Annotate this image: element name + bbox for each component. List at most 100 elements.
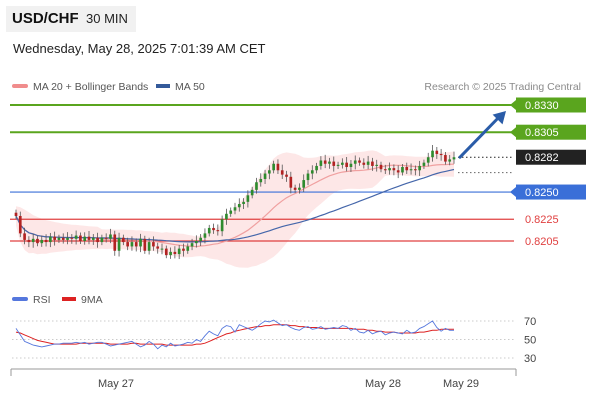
candle-body xyxy=(345,162,348,168)
current-price-box xyxy=(516,149,586,165)
candle-body xyxy=(40,239,44,244)
candle-body xyxy=(83,236,87,241)
candle-body xyxy=(276,163,280,171)
ma20-legend-label: MA 20 + Bollinger Bands xyxy=(33,81,148,93)
level-pointer-0.8250 xyxy=(510,187,516,198)
price-panel: 0.8330 0.8305 0.8282 0.8250 0.8225 0.8205 xyxy=(10,97,586,268)
candle-body xyxy=(134,242,138,247)
candle-body xyxy=(323,160,327,164)
candle-body xyxy=(263,173,267,179)
ma9-legend-swatch xyxy=(62,297,76,301)
candle-body xyxy=(405,167,409,171)
chart-header: USD/CHF 30 MIN xyxy=(0,0,590,38)
candle-body xyxy=(375,164,379,166)
candle-body xyxy=(117,237,121,251)
candle-body xyxy=(14,212,18,216)
candle-body xyxy=(139,238,142,247)
candle-body xyxy=(353,160,357,164)
candle-body xyxy=(388,168,391,171)
candle-body xyxy=(190,243,194,247)
candle-body xyxy=(203,233,207,238)
candle-body xyxy=(444,155,447,162)
candle-body xyxy=(225,213,228,220)
candle-body xyxy=(426,157,430,163)
candle-body xyxy=(66,237,69,240)
candle-body xyxy=(216,230,220,232)
candle-body xyxy=(195,241,198,244)
candle-body xyxy=(268,170,271,174)
candle-body xyxy=(91,237,95,240)
rsi-panel: 70 50 30 xyxy=(12,316,536,365)
candle-body xyxy=(448,159,452,162)
candle-body xyxy=(336,164,340,166)
candle-body xyxy=(207,227,211,234)
timeframe-badge[interactable]: 30 MIN xyxy=(78,6,136,32)
candle-body xyxy=(319,160,323,166)
candle-body xyxy=(439,153,443,156)
candle-body xyxy=(293,187,297,190)
candle-body xyxy=(147,242,151,251)
candle-body xyxy=(100,237,104,243)
candle-body xyxy=(220,219,224,232)
candle-body xyxy=(186,246,190,251)
level-pointer-0.8330 xyxy=(510,100,516,110)
rsi-legend-label: RSI xyxy=(33,294,51,306)
datetime-label: Wednesday, May 28, 2025 7:01:39 AM CET xyxy=(13,41,266,56)
candle-body xyxy=(79,235,82,241)
candle-body xyxy=(246,195,250,202)
candle-body xyxy=(70,237,74,239)
candle-body xyxy=(27,239,31,243)
rsi-tick-70: 70 xyxy=(524,316,536,328)
candle-body xyxy=(310,170,314,174)
current-price-label: 0.8282 xyxy=(525,152,559,164)
time-tick-label: May 28 xyxy=(365,378,401,390)
level-label-0.8205: 0.8205 xyxy=(525,236,559,248)
candle-body xyxy=(104,237,108,239)
candle-body xyxy=(255,182,258,190)
level-label-0.8225: 0.8225 xyxy=(525,214,559,226)
candle-body xyxy=(177,248,181,255)
ma9-legend-label: 9MA xyxy=(81,294,103,306)
candle-body xyxy=(160,248,164,250)
candle-body xyxy=(250,189,254,196)
candle-body xyxy=(57,237,61,240)
candle-body xyxy=(49,236,52,243)
level-box-0.8250 xyxy=(516,184,586,200)
candle-body xyxy=(332,161,336,166)
candle-body xyxy=(53,236,56,240)
candle-body xyxy=(18,215,22,234)
candle-body xyxy=(126,242,129,247)
candle-body xyxy=(358,160,361,163)
pair-label: USD/CHF xyxy=(6,6,89,32)
level-label-0.8250: 0.8250 xyxy=(525,187,559,199)
candle-body xyxy=(306,173,310,181)
candle-body xyxy=(122,237,125,243)
ma20-legend-swatch xyxy=(12,84,28,88)
candle-body xyxy=(302,180,306,188)
candle-body xyxy=(143,238,147,251)
projection-arrow-shaft xyxy=(458,112,504,159)
level-label-0.8305: 0.8305 xyxy=(525,127,559,139)
candle-body xyxy=(315,165,318,171)
candle-body xyxy=(285,174,288,177)
candle-body xyxy=(371,161,374,166)
candle-body xyxy=(349,163,353,168)
candle-body xyxy=(229,210,233,214)
candle-body xyxy=(87,236,91,240)
candle-body xyxy=(418,165,421,171)
candle-body xyxy=(31,238,35,243)
candle-body xyxy=(242,201,245,205)
rsi-tick-30: 30 xyxy=(524,353,536,365)
candle-body xyxy=(36,238,39,244)
candle-body xyxy=(396,170,400,173)
level-pointer-0.8305 xyxy=(510,127,516,138)
candle-body xyxy=(152,242,155,247)
time-axis: May 27 May 28 May 29 xyxy=(10,368,517,390)
ma9-line xyxy=(15,324,454,346)
ma50-legend-swatch xyxy=(156,84,170,88)
candle-body xyxy=(212,227,215,231)
time-tick-label: May 29 xyxy=(443,378,479,390)
ma50-legend-label: MA 50 xyxy=(175,81,205,93)
candle-body xyxy=(173,251,177,255)
